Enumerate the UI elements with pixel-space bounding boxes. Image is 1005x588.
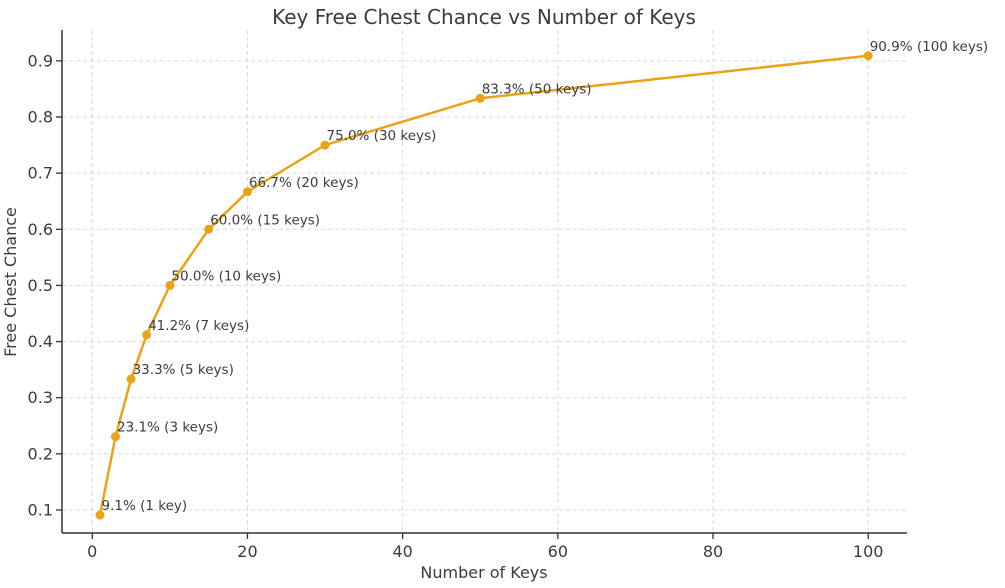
tick-labels: 0 20 40 60 80 100 0.1 0.2 0.3 0.4 0.5 0.6 0.7 0.8 0.9 [28,51,884,561]
y-tick-label: 0.2 [28,444,53,463]
point-annotation: 33.3% (5 keys) [133,362,234,378]
x-tick-label: 0 [87,542,97,561]
y-tick-label: 0.6 [28,220,53,239]
data-point-marker [111,432,120,442]
x-tick-label: 60 [548,542,568,561]
data-point-marker [863,51,873,61]
point-annotation: 90.9% (100 keys) [870,39,988,55]
point-annotation: 23.1% (3 keys) [117,420,218,436]
series-line [98,54,870,517]
data-point-marker [475,93,485,103]
gridlines [62,30,907,533]
y-axis-label: Free Chest Chance [1,207,20,357]
x-tick-label: 40 [392,542,412,561]
data-series [95,51,873,520]
data-point-marker [95,510,105,520]
y-tick-label: 0.4 [28,332,53,351]
x-axis-label: Number of Keys [420,563,547,582]
data-point-marker [320,140,330,150]
point-annotation: 83.3% (50 keys) [482,81,592,97]
data-point-marker [126,374,136,384]
y-tick-label: 0.1 [28,500,53,519]
point-annotation: 41.2% (7 keys) [148,318,249,334]
point-annotation: 75.0% (30 keys) [327,128,437,144]
y-tick-label: 0.9 [28,51,53,70]
point-annotations: 9.1% (1 key) 23.1% (3 keys) 33.3% (5 keys)… [102,39,989,514]
axes [56,30,907,539]
y-tick-label: 0.8 [28,108,53,127]
x-tick-label: 80 [703,542,723,561]
chart-title: Key Free Chest Chance vs Number of Keys [272,5,696,29]
y-tick-label: 0.5 [28,276,53,295]
data-point-marker [165,280,175,290]
point-annotation: 9.1% (1 key) [102,498,188,514]
data-point-marker [204,224,214,234]
x-tick-label: 20 [237,542,257,561]
y-tick-label: 0.7 [28,164,53,183]
point-annotation: 66.7% (20 keys) [249,175,359,191]
y-tick-label: 0.3 [28,388,53,407]
x-tick-label: 100 [853,542,884,561]
point-annotation: 60.0% (15 keys) [210,212,320,228]
data-point-marker [242,187,252,197]
data-point-marker [142,330,152,340]
point-annotation: 50.0% (10 keys) [171,268,281,284]
